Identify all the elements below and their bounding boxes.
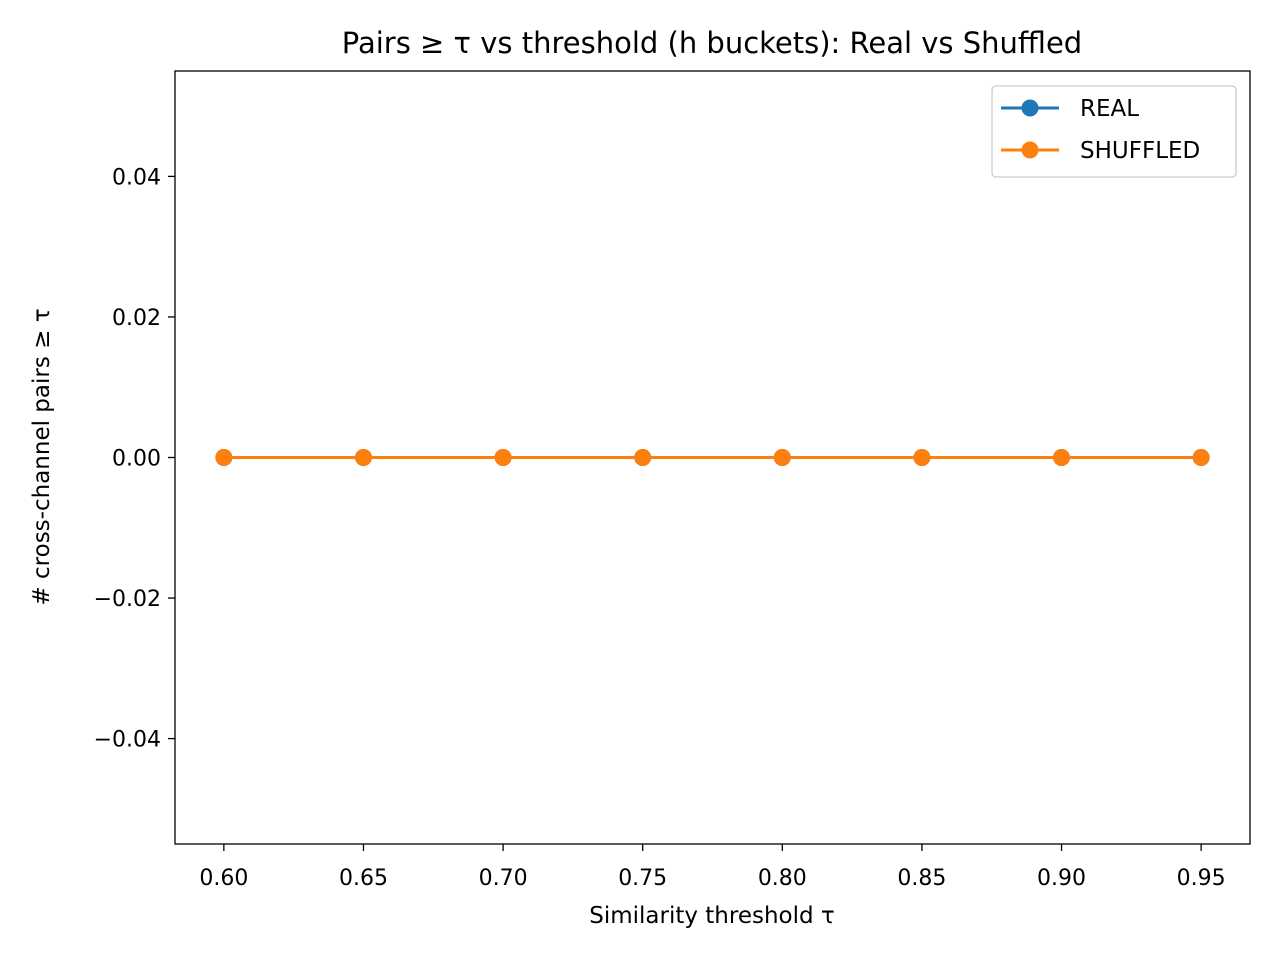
chart-title: Pairs ≥ τ vs threshold (h buckets): Real… — [342, 26, 1082, 60]
x-tick-label: 0.65 — [339, 866, 388, 891]
legend-items: REAL SHUFFLED — [1001, 96, 1200, 164]
legend-label: SHUFFLED — [1080, 138, 1200, 164]
x-tick-label: 0.60 — [199, 866, 248, 891]
x-axis-ticks: 0.60 0.65 0.70 0.75 0.80 0.85 0.90 0.95 — [199, 844, 1226, 891]
data-point — [215, 449, 233, 466]
data-point — [494, 449, 512, 466]
y-tick-label: 0.02 — [112, 306, 161, 331]
y-tick-label: −0.04 — [94, 728, 161, 753]
x-tick-label: 0.70 — [479, 866, 528, 891]
legend: REAL SHUFFLED — [991, 85, 1237, 178]
y-axis-ticks: −0.04 −0.02 0.00 0.02 0.04 — [94, 165, 175, 753]
x-axis-label: Similarity threshold τ — [589, 903, 835, 929]
legend-swatch-marker — [1021, 99, 1039, 117]
y-axis-label: # cross-channel pairs ≥ τ — [29, 308, 55, 605]
legend-swatch-marker — [1021, 141, 1039, 159]
data-point — [913, 449, 931, 466]
x-tick-label: 0.80 — [758, 866, 807, 891]
y-tick-label: 0.00 — [112, 447, 161, 472]
series-layer — [215, 449, 1210, 466]
data-point — [354, 449, 372, 466]
x-tick-label: 0.90 — [1037, 866, 1086, 891]
x-tick-label: 0.75 — [618, 866, 667, 891]
legend-item: REAL — [1001, 96, 1139, 122]
y-tick-label: −0.02 — [94, 587, 161, 612]
data-point — [773, 449, 791, 466]
plot-area-frame — [174, 70, 1251, 845]
x-tick-label: 0.95 — [1177, 866, 1226, 891]
series-shuffled — [215, 449, 1210, 466]
y-tick-label: 0.04 — [112, 165, 161, 190]
data-point — [1192, 449, 1210, 466]
data-point — [1053, 449, 1071, 466]
data-point — [634, 449, 652, 466]
legend-item: SHUFFLED — [1001, 138, 1200, 164]
legend-label: REAL — [1080, 96, 1139, 122]
x-tick-label: 0.85 — [897, 866, 946, 891]
